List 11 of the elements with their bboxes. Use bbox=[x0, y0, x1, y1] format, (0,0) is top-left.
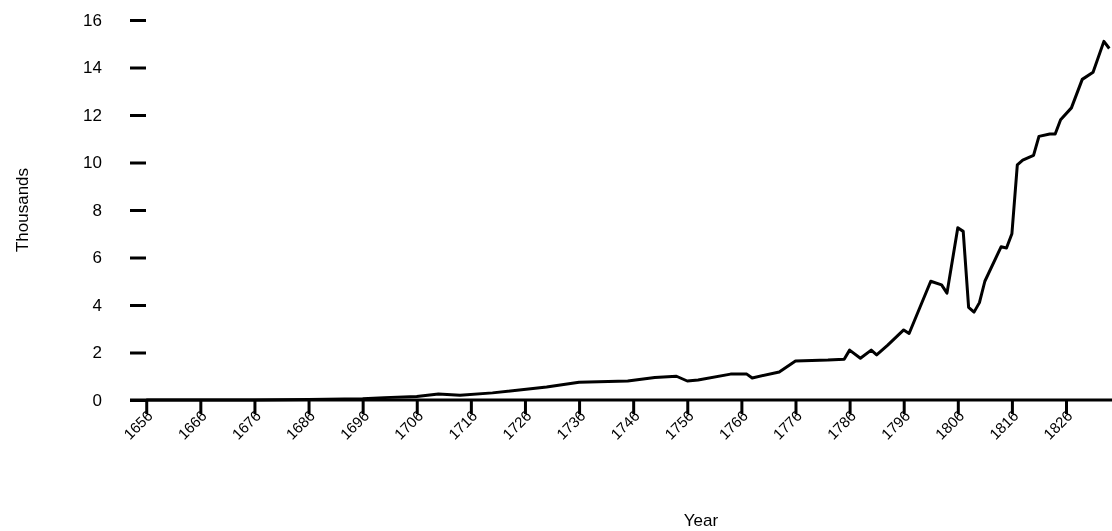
y-tick-label: 8 bbox=[92, 200, 102, 220]
y-tick-label: 0 bbox=[92, 390, 102, 410]
y-tick-label: 10 bbox=[83, 153, 102, 173]
y-tick-label: 6 bbox=[92, 248, 102, 268]
y-tick-label: 4 bbox=[92, 295, 102, 315]
x-axis-title: Year bbox=[683, 511, 719, 530]
y-tick-label: 2 bbox=[92, 343, 102, 363]
y-axis-title: Thousands bbox=[13, 167, 32, 253]
y-tick-label: 16 bbox=[83, 10, 102, 30]
y-tick-label: 14 bbox=[83, 58, 102, 78]
y-tick-label: 12 bbox=[83, 105, 102, 125]
